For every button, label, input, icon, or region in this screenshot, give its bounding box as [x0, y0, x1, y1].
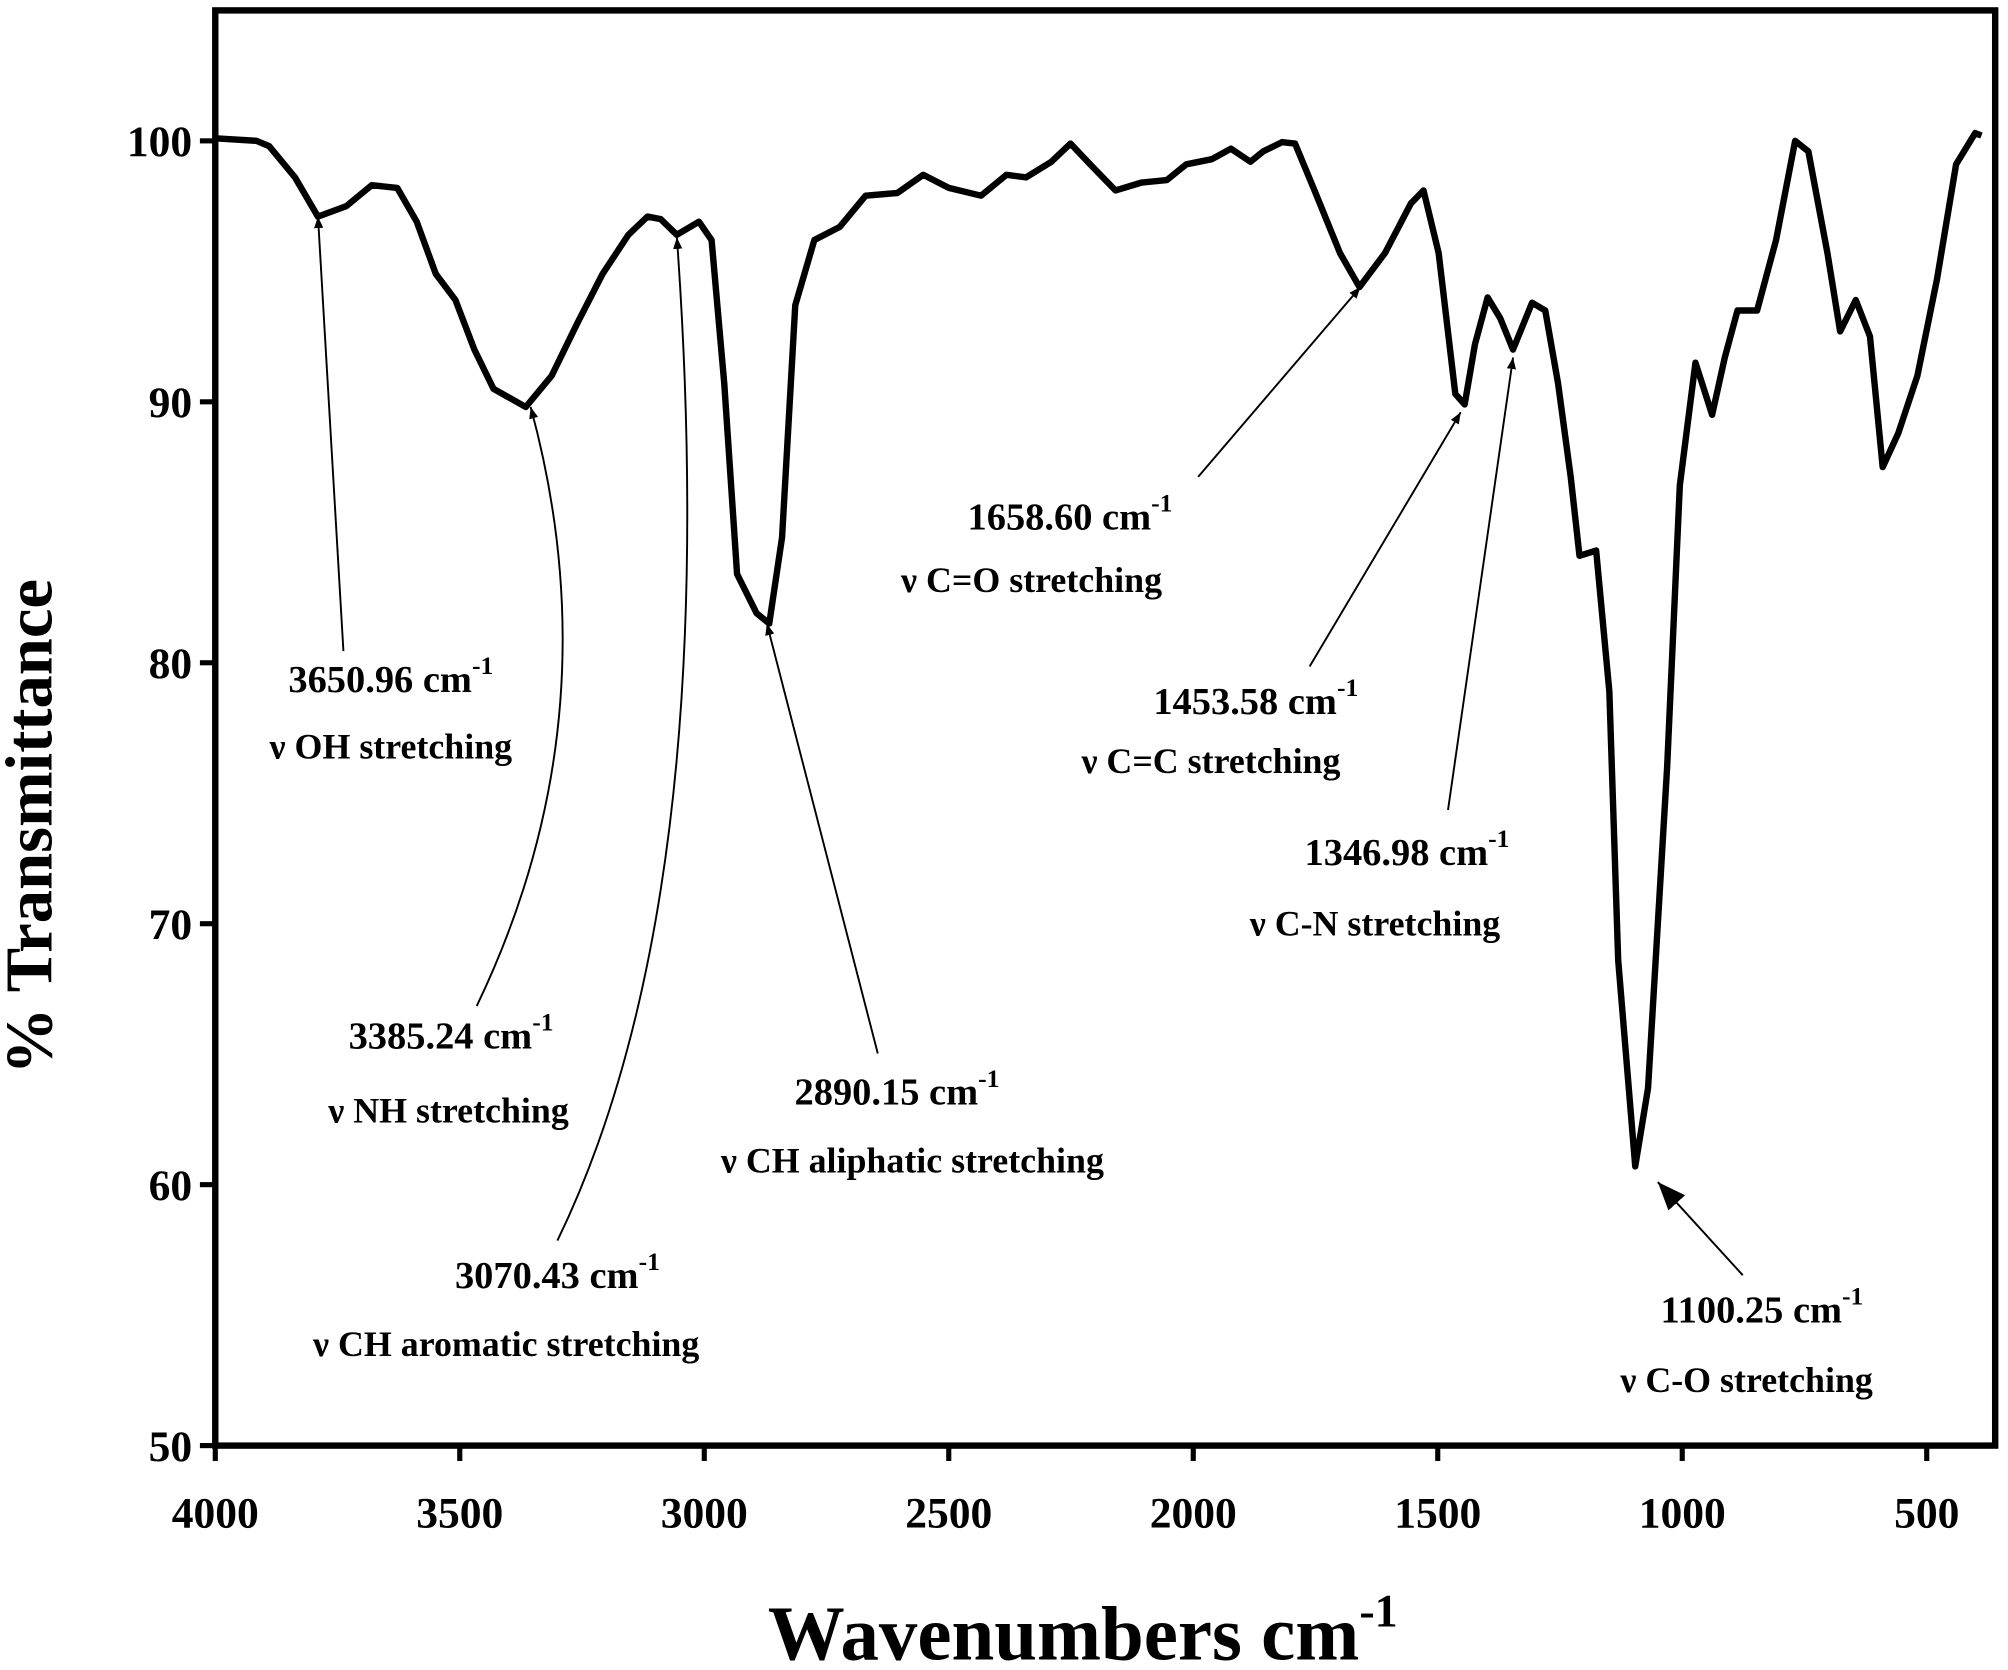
y-axis-title: % Transmittance: [0, 579, 66, 1074]
annotation-wavenumber: 3070.43 cm: [455, 1255, 639, 1297]
x-axis-title-sup: -1: [1359, 1585, 1397, 1636]
annotation-arrow: [1308, 411, 1462, 667]
x-tick-label: 1000: [1639, 1490, 1726, 1538]
annotation-assignment: ν OH stretching: [269, 727, 513, 767]
x-tick-label: 3500: [416, 1490, 503, 1538]
y-tick-label: 50: [149, 1423, 193, 1471]
annotation-sup: -1: [1151, 488, 1172, 517]
annotation-assignment: ν CH aromatic stretching: [312, 1324, 699, 1364]
annotation-arrow: [314, 216, 345, 652]
annotation-label: 1658.60 cm-1: [968, 488, 1173, 538]
x-tick-label: 4000: [172, 1490, 259, 1538]
annotation-arrow: [475, 406, 564, 1007]
annotation-wavenumber: 1453.58 cm: [1153, 681, 1337, 723]
annotation-label: 1100.25 cm-1: [1661, 1282, 1864, 1332]
annotation-arrow: [765, 623, 879, 1054]
spectrum-line: [215, 129, 1983, 1170]
y-tick-label: 80: [149, 640, 193, 688]
annotation-sup: -1: [532, 1007, 553, 1036]
annotation-arrow: [1657, 1181, 1744, 1276]
annotation-assignment: ν C=O stretching: [900, 560, 1162, 600]
x-tick-label: 500: [1894, 1490, 1959, 1538]
annotation-label: 2890.15 cm-1: [795, 1064, 1000, 1114]
annotation-wavenumber: 3385.24 cm: [349, 1015, 533, 1057]
annotation-arrow: [1447, 357, 1516, 811]
y-tick-label: 70: [149, 901, 193, 949]
y-tick-label: 60: [149, 1162, 193, 1210]
annotation-assignment: ν CH aliphatic stretching: [720, 1141, 1104, 1181]
annotation-wavenumber: 3650.96 cm: [288, 659, 472, 701]
x-axis-title-text: Wavenumbers cm: [768, 1591, 1359, 1670]
plot-frame: [212, 7, 1999, 1449]
annotation-label: 1346.98 cm-1: [1305, 824, 1510, 874]
annotation-label: 3385.24 cm-1: [349, 1007, 554, 1057]
y-tick-label: 100: [127, 118, 192, 166]
annotation-sup: -1: [1337, 673, 1358, 702]
annotation-label: 3650.96 cm-1: [288, 651, 493, 701]
annotation-arrow: [1197, 286, 1362, 478]
annotation-sup: -1: [978, 1064, 999, 1093]
annotation-assignment: ν NH stretching: [327, 1091, 569, 1131]
annotation-arrow: [556, 237, 689, 1241]
y-tick-label: 90: [149, 379, 193, 427]
annotation-wavenumber: 1658.60 cm: [968, 496, 1152, 538]
annotation-wavenumber: 2890.15 cm: [795, 1072, 979, 1114]
annotation-sup: -1: [472, 651, 493, 680]
annotation-sup: -1: [1842, 1282, 1863, 1311]
x-tick-label: 3000: [661, 1490, 748, 1538]
annotation-assignment: ν C=C stretching: [1080, 741, 1340, 781]
x-axis-title: Wavenumbers cm-1: [768, 1585, 1398, 1670]
annotation-sup: -1: [639, 1247, 660, 1276]
x-tick-label: 2500: [905, 1490, 992, 1538]
annotation-wavenumber: 1346.98 cm: [1305, 832, 1489, 874]
annotation-assignment: ν C-N stretching: [1249, 904, 1501, 944]
annotation-sup: -1: [1488, 824, 1509, 853]
annotation-wavenumber: 1100.25 cm: [1661, 1290, 1842, 1332]
annotation-label: 1453.58 cm-1: [1153, 673, 1358, 723]
x-tick-label: 1500: [1394, 1490, 1481, 1538]
annotation-label: 3070.43 cm-1: [455, 1247, 660, 1297]
annotation-assignment: ν C-O stretching: [1619, 1360, 1873, 1400]
x-tick-label: 2000: [1150, 1490, 1237, 1538]
